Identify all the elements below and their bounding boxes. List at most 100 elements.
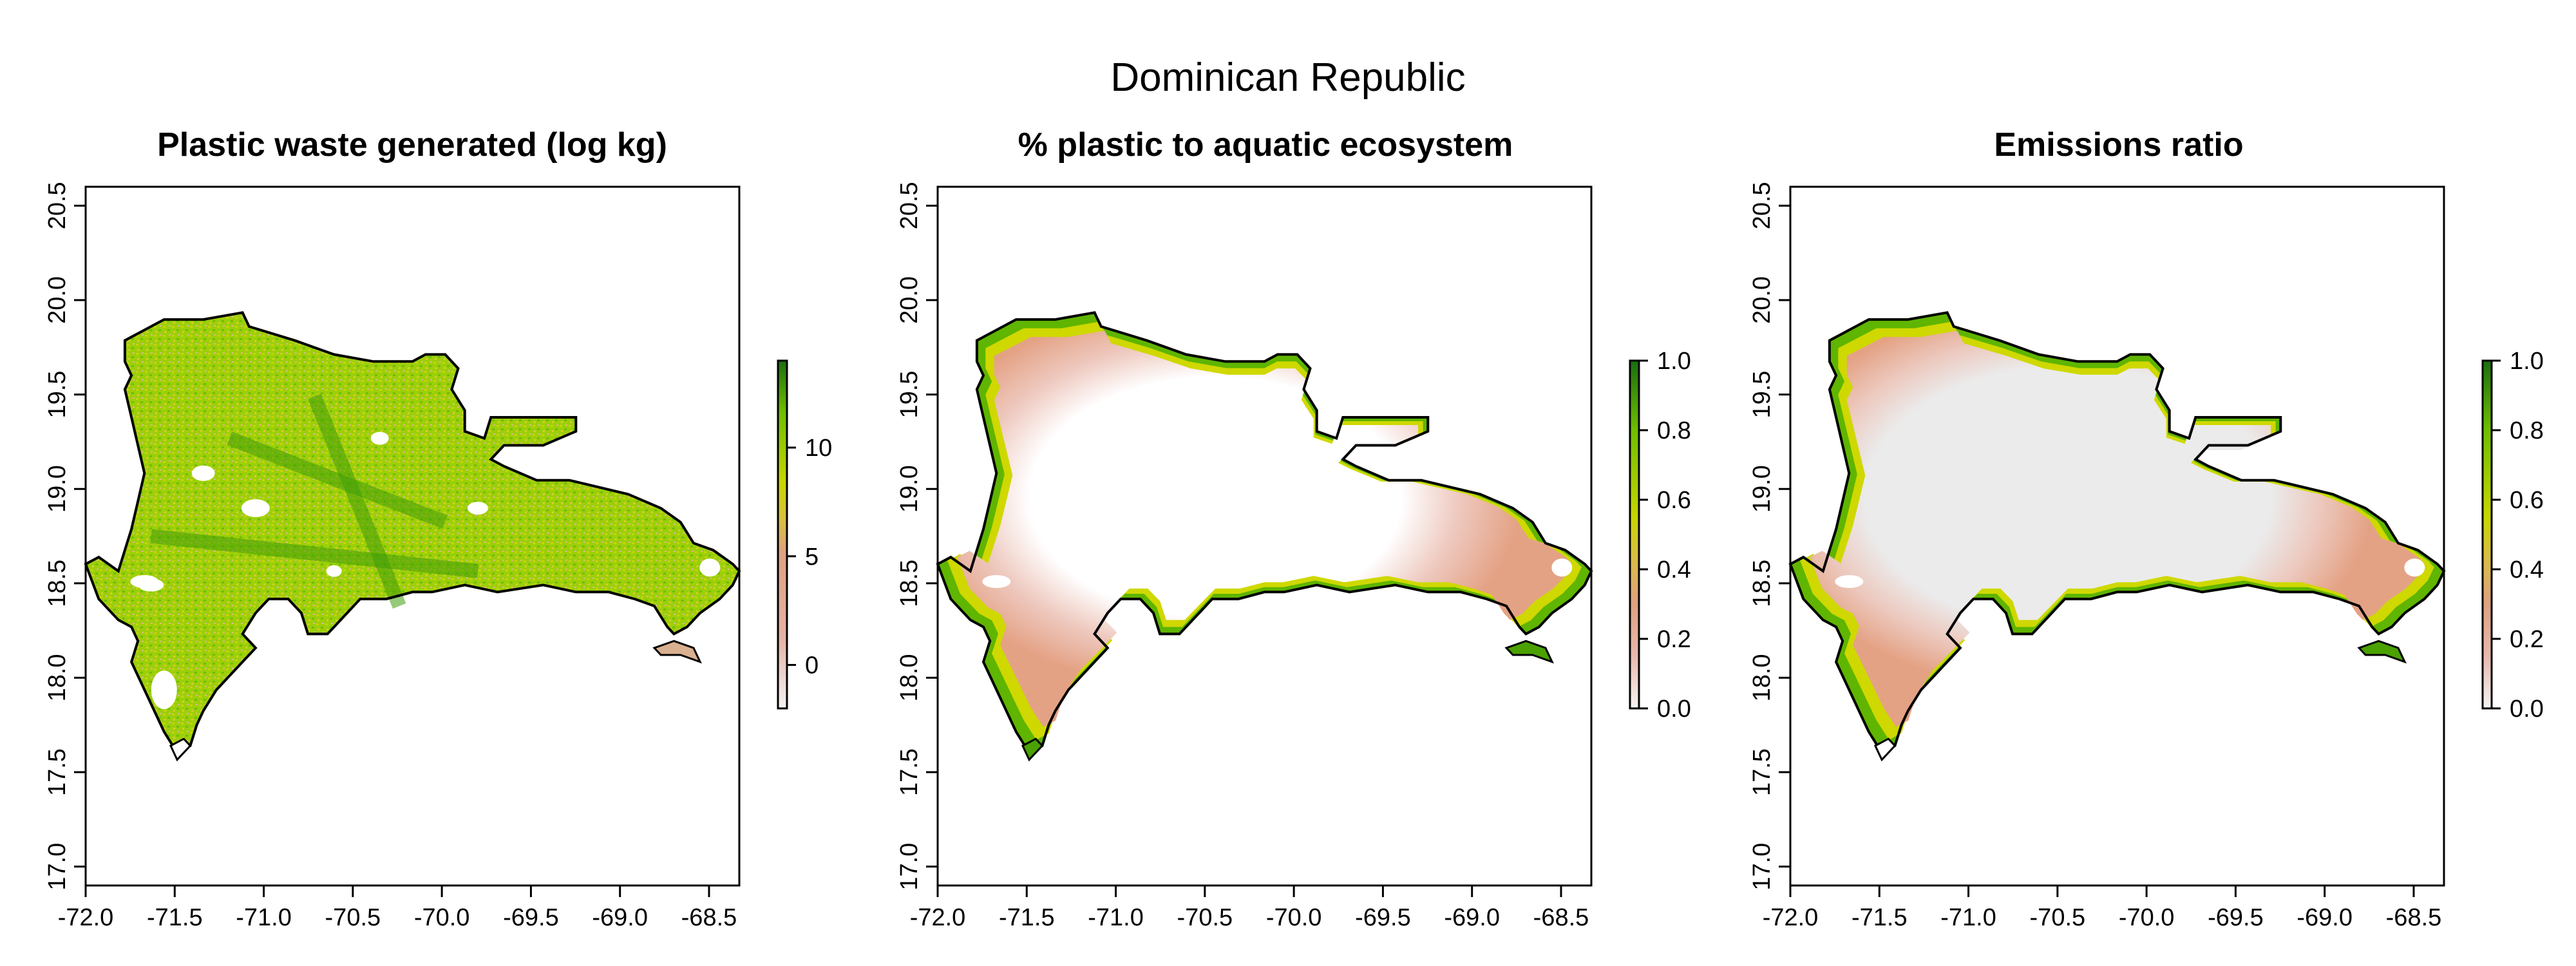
x-tick-label: -68.5: [681, 904, 737, 931]
legend-tick-label: 0.6: [1657, 487, 1691, 514]
figure-title: Dominican Republic: [1110, 55, 1466, 100]
y-tick-label: 19.0: [1748, 465, 1776, 513]
x-tick-label: -70.5: [1177, 904, 1233, 931]
y-tick-label: 18.5: [1748, 560, 1776, 607]
island-saona: [652, 639, 702, 664]
x-tick-label: -71.0: [1088, 904, 1144, 931]
x-tick-label: -71.5: [1852, 904, 1908, 931]
y-tick-label: 18.5: [896, 560, 923, 607]
no-data-patch: [151, 670, 177, 710]
legend-colorbar: 0.0 0.2 0.4 0.6 0.8 1.0: [1629, 348, 1691, 723]
y-tick-label: 18.0: [896, 654, 923, 701]
map-panel-2: -72.0 -71.5 -71.0 -70.5 -70.0 -69.5 -69.0 -68.5…: [896, 182, 1691, 931]
x-tick-label: -70.5: [325, 904, 381, 931]
island-saona: [1504, 639, 1554, 664]
y-tick-label: 17.0: [1748, 843, 1776, 891]
x-tick-label: -71.5: [147, 904, 203, 931]
high-value-corridor: [150, 529, 479, 578]
x-tick-label: -69.5: [503, 904, 559, 931]
legend-tick-label: 0.4: [2510, 556, 2544, 583]
x-tick-label: -68.5: [2386, 904, 2442, 931]
country-outline: [936, 311, 1593, 755]
y-tick-label: 20.5: [1748, 182, 1776, 229]
country-outline: [1788, 311, 2446, 755]
legend-gradient: [1629, 359, 1640, 710]
x-tick-label: -69.0: [592, 904, 648, 931]
x-tick-label: -70.5: [2030, 904, 2086, 931]
x-tick-label: -71.0: [1940, 904, 1996, 931]
country-outline: [84, 311, 741, 755]
y-tick-label: 17.5: [896, 748, 923, 796]
no-data-patch: [326, 565, 342, 577]
y-tick-label: 19.5: [44, 371, 71, 419]
y-tick-label: 17.5: [1748, 748, 1776, 796]
x-tick-label: -71.0: [236, 904, 292, 931]
lake: [699, 558, 721, 577]
lake: [1835, 575, 1864, 589]
y-tick-label: 17.0: [44, 843, 71, 891]
legend-tick-label: 0.6: [2510, 487, 2544, 514]
x-tick-label: -69.0: [1444, 904, 1500, 931]
island-beata: [1873, 737, 1897, 762]
legend-tick-label: 0.2: [1657, 626, 1691, 653]
x-tick-label: -69.0: [2297, 904, 2353, 931]
legend-tick-label: 0: [805, 652, 819, 679]
y-tick-label: 20.0: [896, 276, 923, 324]
legend-tick-label: 1.0: [2510, 348, 2544, 375]
island-beata: [1021, 737, 1044, 762]
plot-frame: [84, 185, 741, 887]
interior-fill: [1810, 330, 2425, 727]
y-tick-label: 20.5: [896, 182, 923, 229]
plot-frame: [1789, 185, 2445, 887]
x-tick-label: -69.5: [2208, 904, 2264, 931]
x-tick-label: -70.0: [2119, 904, 2175, 931]
lake: [2404, 558, 2425, 577]
legend-tick-label: 1.0: [1657, 348, 1691, 375]
island-beata: [169, 737, 192, 762]
high-value-corridor: [227, 431, 448, 529]
legend-tick-label: 10: [805, 435, 832, 462]
lake: [1551, 558, 1573, 577]
lake: [982, 575, 1011, 589]
legend-tick-label: 0.8: [2510, 417, 2544, 444]
legend-tick-label: 0.0: [2510, 696, 2544, 723]
lake: [130, 575, 159, 589]
plot-frame: [936, 185, 1593, 887]
legend-gradient: [2481, 359, 2493, 710]
legend-colorbar: 0.0 0.2 0.4 0.6 0.8 1.0: [2481, 348, 2544, 723]
y-tick-label: 19.0: [44, 465, 71, 513]
legend-tick-label: 0.0: [1657, 696, 1691, 723]
x-tick-label: -72.0: [910, 904, 966, 931]
legend-tick-label: 0.4: [1657, 556, 1691, 583]
legend-tick-label: 5: [805, 544, 819, 571]
high-value-corridor: [308, 393, 406, 609]
x-tick-label: -72.0: [1763, 904, 1819, 931]
y-tick-label: 19.5: [1748, 371, 1776, 419]
interior-fill: [957, 330, 1572, 727]
no-data-patch: [370, 431, 389, 445]
x-tick-label: -68.5: [1533, 904, 1589, 931]
no-data-patch: [191, 465, 215, 481]
y-tick-label: 17.0: [896, 843, 923, 891]
legend-gradient: [777, 359, 788, 710]
x-tick-label: -69.5: [1355, 904, 1411, 931]
x-tick-label: -71.5: [999, 904, 1055, 931]
x-tick-label: -70.0: [414, 904, 470, 931]
island-saona: [2357, 639, 2407, 664]
y-tick-label: 19.5: [896, 371, 923, 419]
no-data-patch: [241, 499, 270, 518]
legend-tick-label: 0.8: [1657, 417, 1691, 444]
panel-3-title: Emissions ratio: [1994, 126, 2244, 164]
map-panel-3: -72.0 -71.5 -71.0 -70.5 -70.0 -69.5 -69.0 -68.5…: [1748, 182, 2544, 931]
y-tick-label: 18.0: [44, 654, 71, 701]
legend-tick-label: 0.2: [2510, 626, 2544, 653]
y-tick-label: 20.0: [44, 276, 71, 324]
y-tick-label: 17.5: [44, 748, 71, 796]
legend-colorbar: 0 5 10: [777, 359, 832, 710]
no-data-patch: [468, 502, 488, 515]
map-panel-1: -72.0 -71.5 -71.0 -70.5 -70.0 -69.5 -69.0 -68.5…: [44, 182, 832, 931]
x-tick-label: -72.0: [58, 904, 114, 931]
panel-1-title: Plastic waste generated (log kg): [157, 126, 667, 164]
y-tick-label: 18.0: [1748, 654, 1776, 701]
